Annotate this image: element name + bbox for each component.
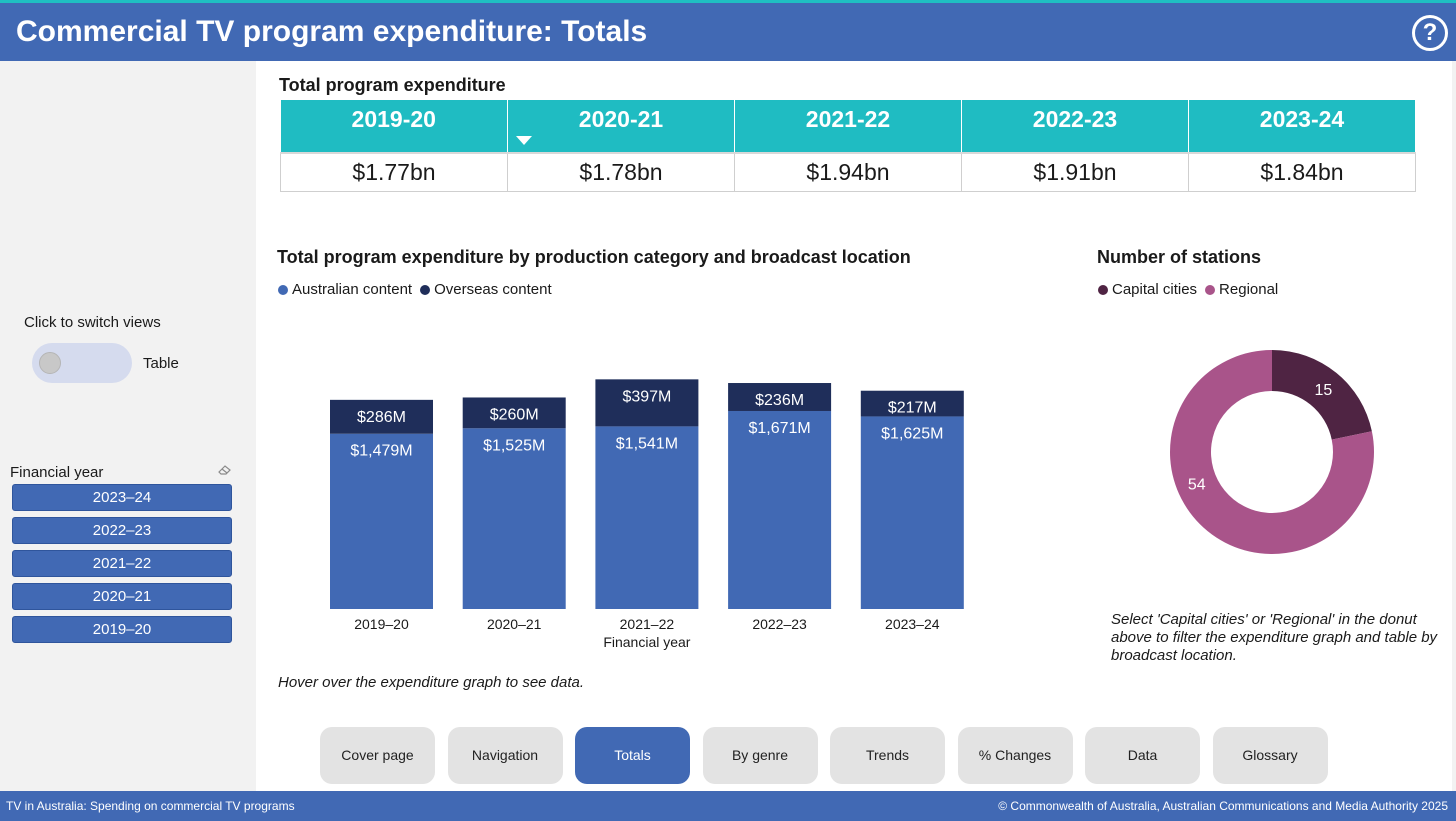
eraser-icon[interactable] (218, 464, 232, 476)
totals-header-cell[interactable]: 2023-24 (1188, 100, 1416, 154)
totals-value-cell: $1.77bn (280, 152, 508, 192)
bar-overseas-content[interactable] (728, 383, 832, 411)
legend-item-overseas[interactable]: Overseas content (420, 281, 552, 298)
year-filter-button[interactable]: 2021–22 (12, 550, 232, 577)
bar-data-label: $1,479M (350, 443, 412, 460)
x-tick-label: 2020–21 (487, 616, 542, 632)
header-accent-line (0, 0, 1456, 3)
stations-chart-title: Number of stations (1097, 247, 1262, 267)
x-tick-label: 2022–23 (752, 616, 807, 632)
bar-data-label: $260M (490, 406, 539, 423)
page-header: Commercial TV program expenditure: Total… (0, 3, 1456, 61)
bar-data-label: $397M (622, 388, 671, 405)
toggle-knob[interactable] (39, 352, 61, 374)
x-axis-label: Financial year (603, 634, 690, 650)
nav-totals-button[interactable]: Totals (575, 727, 690, 784)
switch-views-label: Click to switch views (24, 314, 161, 331)
right-edge-panel (1452, 61, 1456, 791)
nav-data-button[interactable]: Data (1085, 727, 1200, 784)
totals-header-cell[interactable]: 2020-21 (507, 100, 735, 154)
bar-australian-content[interactable] (330, 433, 433, 609)
hover-note: Hover over the expenditure graph to see … (278, 674, 585, 691)
x-tick-label: 2023–24 (885, 616, 940, 632)
toggle-label: Table (143, 355, 179, 372)
nav-glossary-button[interactable]: Glossary (1212, 727, 1328, 784)
page-navigation: Cover page Navigation Totals By genre Tr… (320, 727, 1340, 784)
page-footer: TV in Australia: Spending on commercial … (0, 791, 1456, 821)
totals-header-cell[interactable]: 2019-20 (280, 100, 508, 154)
bar-data-label: $1,541M (616, 435, 678, 452)
bar-australian-content[interactable] (595, 426, 699, 609)
totals-header-cell[interactable]: 2022-23 (961, 100, 1189, 154)
year-filter-button[interactable]: 2019–20 (12, 616, 232, 643)
totals-header-label: 2020-21 (578, 106, 664, 132)
legend-dot-icon (1098, 284, 1108, 295)
bar-australian-content[interactable] (462, 428, 566, 609)
totals-title: Total program expenditure (279, 75, 506, 95)
nav-by-genre-button[interactable]: By genre (702, 727, 818, 784)
bar-data-label: $1,525M (483, 437, 545, 454)
legend-item-capital[interactable]: Capital cities (1098, 281, 1197, 298)
bar-australian-content[interactable] (860, 416, 964, 609)
nav-navigation-button[interactable]: Navigation (447, 727, 563, 784)
bar-australian-content[interactable] (728, 410, 832, 609)
bar-data-label: $1,671M (748, 420, 810, 437)
legend-item-regional[interactable]: Regional (1205, 281, 1278, 298)
page-title: Commercial TV program expenditure: Total… (16, 15, 648, 48)
x-tick-label: 2021–22 (620, 616, 675, 632)
sidebar: Click to switch views Table Financial ye… (0, 61, 256, 791)
bar-data-label: $236M (755, 392, 804, 409)
totals-value-cell: $1.94bn (734, 152, 962, 192)
legend-label: Australian content (292, 281, 413, 298)
expenditure-bar-chart[interactable]: $1,479M $286M 2019–20 $1,525M $260M 2020–21 $1… (280, 310, 1040, 660)
legend-dot-icon (420, 284, 431, 295)
totals-value-cell: $1.91bn (961, 152, 1189, 192)
legend-label: Capital cities (1112, 281, 1198, 298)
legend-dot-icon (1205, 284, 1216, 295)
view-toggle[interactable] (32, 343, 132, 383)
totals-header-cell[interactable]: 2021-22 (734, 100, 962, 154)
bar-data-label: $286M (357, 409, 406, 426)
donut-slice-capital-cities[interactable] (1272, 350, 1372, 440)
bar-data-label: $1,625M (881, 425, 943, 442)
expenditure-legend: Australian content Overseas content (278, 281, 560, 298)
bar-overseas-content[interactable] (860, 390, 964, 417)
totals-value-cell: $1.78bn (507, 152, 735, 192)
totals-value-cell: $1.84bn (1188, 152, 1416, 192)
donut-slice-label: 54 (1188, 476, 1206, 493)
legend-label: Overseas content (434, 281, 552, 298)
financial-year-filter-label: Financial year (10, 464, 104, 481)
expenditure-chart-title: Total program expenditure by production … (277, 247, 911, 267)
year-filter-button[interactable]: 2022–23 (12, 517, 232, 544)
nav-cover-page-button[interactable]: Cover page (320, 727, 435, 784)
year-filter-button[interactable]: 2020–21 (12, 583, 232, 610)
legend-item-australian[interactable]: Australian content (278, 281, 412, 298)
bar-overseas-content[interactable] (330, 399, 433, 434)
totals-table: 2019-20 2020-21 2021-22 2022-23 2023-24 … (280, 100, 1416, 192)
x-tick-label: 2019–20 (354, 616, 409, 632)
footer-copyright: © Commonwealth of Australia, Australian … (998, 799, 1448, 813)
bar-data-label: $217M (888, 400, 937, 417)
bar-overseas-content[interactable] (462, 397, 566, 429)
stations-legend: Capital cities Regional (1098, 281, 1286, 298)
legend-label: Regional (1219, 281, 1279, 298)
sort-down-icon[interactable] (516, 136, 532, 145)
legend-dot-icon (278, 284, 288, 295)
donut-slice-label: 15 (1315, 382, 1333, 399)
year-filter-button[interactable]: 2023–24 (12, 484, 232, 511)
financial-year-list: 2023–24 2022–23 2021–22 2020–21 2019–20 (12, 484, 232, 649)
nav-changes-button[interactable]: % Changes (957, 727, 1073, 784)
footer-report-title: TV in Australia: Spending on commercial … (6, 799, 295, 813)
help-icon[interactable]: ? (1412, 15, 1448, 51)
bar-overseas-content[interactable] (595, 379, 699, 427)
donut-note: Select 'Capital cities' or 'Regional' in… (1111, 611, 1438, 664)
nav-trends-button[interactable]: Trends (830, 727, 945, 784)
donut-slice-regional[interactable] (1170, 350, 1374, 554)
